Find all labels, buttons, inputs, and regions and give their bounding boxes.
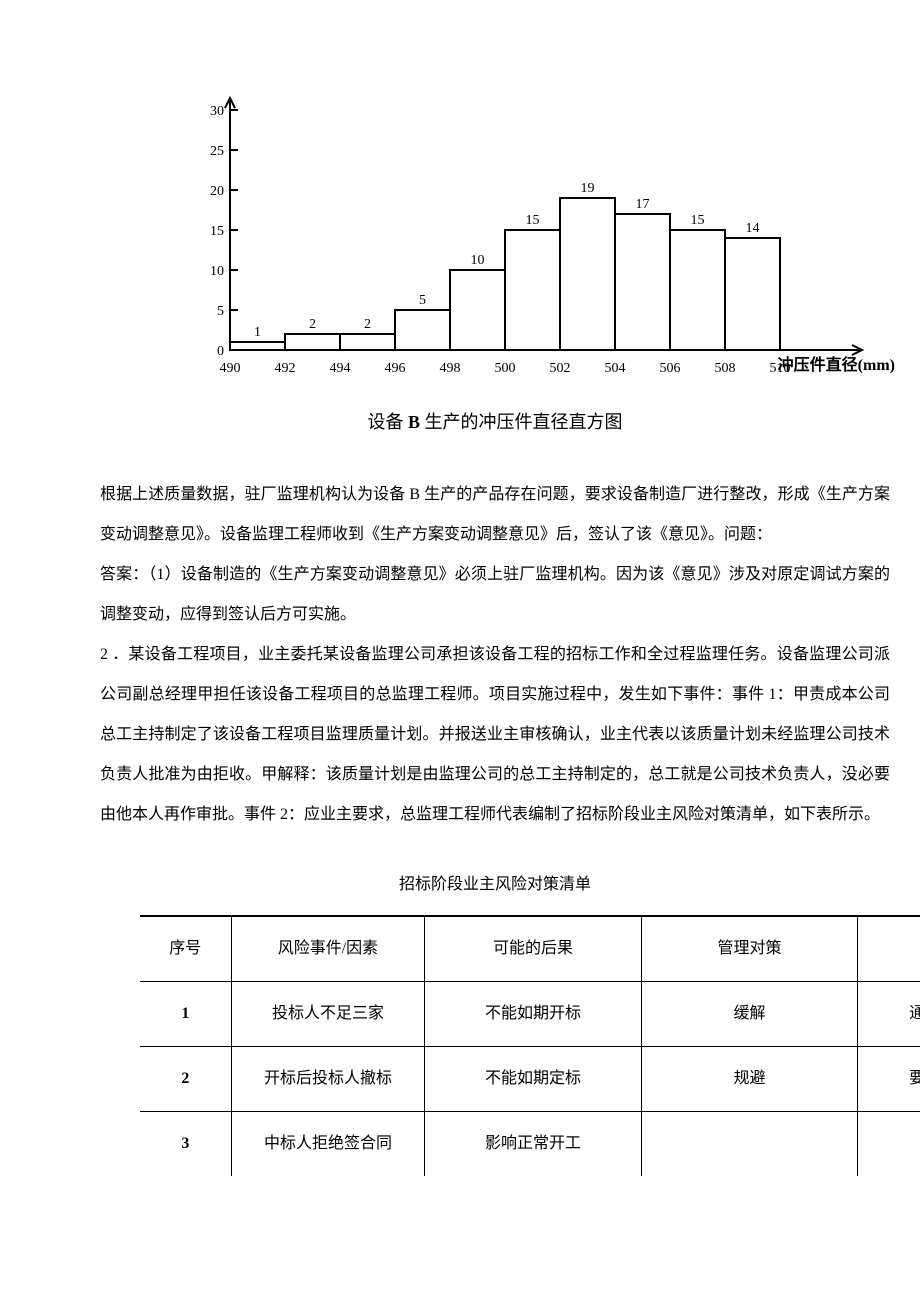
risk-table: 序号 风险事件/因素 可能的后果 管理对策 具 1投标人不足三家不能如期开标缓解… [140, 915, 920, 1176]
table-cell: 中标人拒绝签合同 [231, 1112, 425, 1177]
svg-text:15: 15 [210, 224, 224, 239]
histogram-bar [285, 334, 340, 350]
svg-text:498: 498 [440, 361, 461, 376]
svg-text:496: 496 [385, 361, 406, 376]
chart-title-suffix: 生产的冲压件直径直方图 [420, 412, 623, 432]
th-risk: 风险事件/因素 [231, 916, 425, 982]
table-row: 1投标人不足三家不能如期开标缓解通过多种渠 [140, 982, 920, 1047]
histogram-bar [615, 214, 670, 350]
svg-text:0: 0 [217, 344, 224, 359]
table-cell: 规避 [641, 1047, 857, 1112]
svg-text:20: 20 [210, 184, 224, 199]
svg-text:502: 502 [550, 361, 571, 376]
paragraph-1: 根据上述质量数据，驻厂监理机构认为设备 B 生产的产品存在问题，要求设备制造厂进… [100, 475, 890, 555]
svg-text:5: 5 [217, 304, 224, 319]
table-row: 2开标后投标人撤标不能如期定标规避要求投标人 [140, 1047, 920, 1112]
table-cell: 3 [140, 1112, 231, 1177]
histogram-bar [230, 342, 285, 350]
svg-text:10: 10 [471, 253, 485, 268]
svg-text:15: 15 [691, 213, 705, 228]
svg-text:14: 14 [746, 221, 760, 236]
svg-text:504: 504 [605, 361, 626, 376]
histogram-bar [395, 310, 450, 350]
th-strategy: 管理对策 [641, 916, 857, 982]
histogram-bar [725, 238, 780, 350]
table-cell: 不能如期定标 [425, 1047, 641, 1112]
xaxis-label: 冲压件直径(mm) [778, 355, 895, 374]
table-cell: 1 [140, 982, 231, 1047]
svg-text:494: 494 [330, 361, 351, 376]
th-seq: 序号 [140, 916, 231, 982]
table-cell: 要求投标人 [858, 1047, 920, 1112]
svg-text:2: 2 [309, 317, 316, 332]
table-cell: 投标人不足三家 [231, 982, 425, 1047]
histogram-svg: 051015202530 1225101519171514 4904924944… [190, 80, 910, 380]
histogram-chart: 051015202530 1225101519171514 4904924944… [190, 80, 890, 380]
table-cell: 影响正常开工 [425, 1112, 641, 1177]
th-result: 可能的后果 [425, 916, 641, 982]
table-cell: 定标前£ [858, 1112, 920, 1177]
table-cell: 通过多种渠 [858, 982, 920, 1047]
table-cell: 2 [140, 1047, 231, 1112]
histogram-bar [505, 230, 560, 350]
svg-text:506: 506 [660, 361, 681, 376]
svg-text:508: 508 [715, 361, 736, 376]
chart-title: 设备 B 生产的冲压件直径直方图 [100, 400, 890, 445]
paragraph-3: 2 ．某设备工程项目，业主委托某设备监理公司承担该设备工程的招标工作和全过程监理… [100, 635, 890, 835]
chart-title-bold: B [408, 412, 420, 432]
svg-text:15: 15 [526, 213, 540, 228]
svg-text:490: 490 [220, 361, 241, 376]
paragraph-2: 答案：（1）设备制造的《生产方案变动调整意见》必须上驻厂监理机构。因为该《意见》… [100, 555, 890, 635]
svg-text:19: 19 [581, 181, 595, 196]
svg-text:10: 10 [210, 264, 224, 279]
svg-text:25: 25 [210, 144, 224, 159]
table-cell: 开标后投标人撤标 [231, 1047, 425, 1112]
svg-text:500: 500 [495, 361, 516, 376]
svg-text:5: 5 [419, 293, 426, 308]
svg-text:17: 17 [636, 197, 650, 212]
table-row: 3中标人拒绝签合同影响正常开工 定标前£ [140, 1112, 920, 1177]
table-cell: 缓解 [641, 982, 857, 1047]
svg-text:2: 2 [364, 317, 371, 332]
histogram-bar [340, 334, 395, 350]
table-title: 招标阶段业主风险对策清单 [100, 865, 890, 905]
histogram-bar [450, 270, 505, 350]
table-cell: 不能如期开标 [425, 982, 641, 1047]
chart-title-prefix: 设备 [367, 412, 408, 432]
table-cell [641, 1112, 857, 1177]
th-tool: 具 [858, 916, 920, 982]
histogram-bar [560, 198, 615, 350]
svg-text:492: 492 [275, 361, 296, 376]
histogram-bar [670, 230, 725, 350]
svg-text:30: 30 [210, 104, 224, 119]
table-header-row: 序号 风险事件/因素 可能的后果 管理对策 具 [140, 916, 920, 982]
svg-text:1: 1 [254, 325, 261, 340]
